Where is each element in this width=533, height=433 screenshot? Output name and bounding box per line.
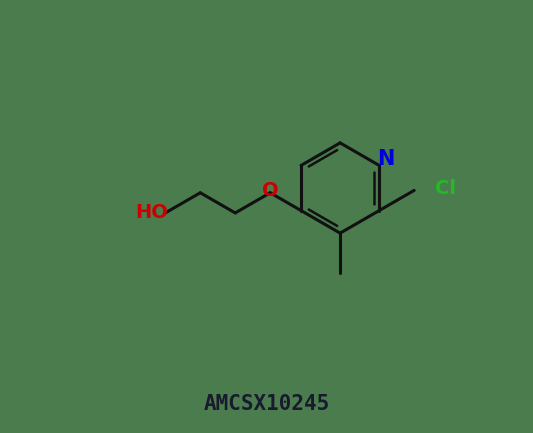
Text: O: O [262, 181, 279, 200]
Text: N: N [377, 149, 394, 169]
Text: HO: HO [135, 204, 168, 223]
Text: AMCSX10245: AMCSX10245 [204, 394, 329, 414]
Text: Cl: Cl [434, 178, 456, 197]
